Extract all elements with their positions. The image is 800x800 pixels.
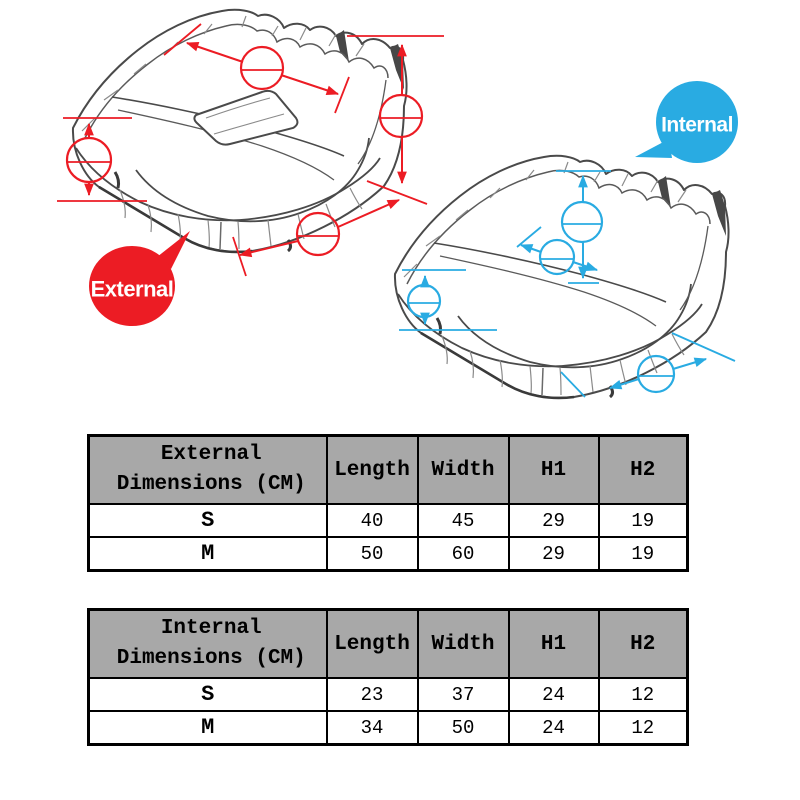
column-header-h2: H2 bbox=[597, 434, 689, 505]
internal-length-arrow bbox=[560, 332, 736, 398]
column-header-length: Length bbox=[325, 608, 419, 679]
size-cell: M bbox=[87, 710, 328, 746]
internal-h1-arrow bbox=[556, 170, 611, 284]
external-bed-drawing bbox=[71, 8, 409, 254]
value-cell: 23 bbox=[325, 677, 419, 712]
internal-dimensions-table: Internal Dimensions (CM) Length Width H1… bbox=[87, 608, 689, 746]
measure-circle-marker bbox=[239, 45, 285, 91]
measure-circle-marker bbox=[560, 200, 604, 244]
table-row: M 50 60 29 19 bbox=[87, 536, 689, 572]
column-header-h1: H1 bbox=[507, 608, 600, 679]
external-table-title-line2: Dimensions (CM) bbox=[116, 473, 306, 496]
value-cell: 12 bbox=[597, 677, 689, 712]
column-header-length: Length bbox=[325, 434, 419, 505]
value-cell: 37 bbox=[416, 677, 510, 712]
measure-circle-marker bbox=[65, 136, 113, 184]
value-cell: 24 bbox=[507, 677, 600, 712]
size-cell: M bbox=[87, 536, 328, 572]
external-dimension-arrows bbox=[57, 23, 444, 277]
external-label: External bbox=[91, 277, 174, 302]
external-dimensions-table: External Dimensions (CM) Length Width H1… bbox=[87, 434, 689, 572]
internal-badge-bubble bbox=[656, 81, 738, 163]
measure-circle-marker bbox=[538, 238, 576, 276]
column-header-width: Width bbox=[416, 608, 510, 679]
internal-table-title-line1: Internal bbox=[160, 617, 262, 640]
internal-label: Internal bbox=[661, 114, 733, 137]
internal-h2-arrow bbox=[399, 269, 497, 331]
dimension-tables: External Dimensions (CM) Length Width H1… bbox=[0, 434, 800, 746]
external-badge: External bbox=[89, 231, 190, 326]
internal-table-title-line2: Dimensions (CM) bbox=[116, 647, 306, 670]
external-badge-bubble bbox=[89, 246, 175, 326]
size-cell: S bbox=[87, 503, 328, 538]
internal-table-title: Internal Dimensions (CM) bbox=[87, 608, 328, 679]
value-cell: 29 bbox=[507, 536, 600, 572]
external-table-header-row: External Dimensions (CM) Length Width H1… bbox=[87, 434, 689, 505]
external-table-title-line1: External bbox=[160, 443, 262, 466]
size-cell: S bbox=[87, 677, 328, 712]
external-h1-arrow bbox=[347, 35, 444, 205]
external-length-arrow bbox=[232, 199, 400, 277]
column-header-width: Width bbox=[416, 434, 510, 505]
external-table-title: External Dimensions (CM) bbox=[87, 434, 328, 505]
table-row: S 40 45 29 19 bbox=[87, 503, 689, 538]
value-cell: 45 bbox=[416, 503, 510, 538]
value-cell: 60 bbox=[416, 536, 510, 572]
internal-table-header-row: Internal Dimensions (CM) Length Width H1… bbox=[87, 608, 689, 679]
value-cell: 19 bbox=[597, 536, 689, 572]
seat-cushion bbox=[193, 89, 299, 146]
value-cell: 40 bbox=[325, 503, 419, 538]
measure-circle-marker bbox=[295, 211, 341, 257]
table-row: M 34 50 24 12 bbox=[87, 710, 689, 746]
table-row: S 23 37 24 12 bbox=[87, 677, 689, 712]
measure-circle-marker bbox=[378, 93, 424, 139]
dimension-diagram: External bbox=[57, 8, 738, 400]
value-cell: 29 bbox=[507, 503, 600, 538]
value-cell: 12 bbox=[597, 710, 689, 746]
internal-badge: Internal bbox=[635, 81, 738, 163]
value-cell: 24 bbox=[507, 710, 600, 746]
value-cell: 34 bbox=[325, 710, 419, 746]
column-header-h2: H2 bbox=[597, 608, 689, 679]
external-badge-tail bbox=[157, 231, 190, 269]
external-h2-arrow bbox=[57, 117, 147, 202]
column-header-h1: H1 bbox=[507, 434, 600, 505]
internal-width-arrow bbox=[516, 226, 599, 276]
internal-dimension-arrows bbox=[399, 170, 736, 398]
measure-circle-marker bbox=[636, 354, 676, 394]
value-cell: 19 bbox=[597, 503, 689, 538]
measure-circle-marker bbox=[406, 283, 442, 319]
internal-bed-drawing bbox=[393, 154, 731, 400]
value-cell: 50 bbox=[416, 710, 510, 746]
value-cell: 50 bbox=[325, 536, 419, 572]
external-width-arrow bbox=[163, 23, 350, 114]
